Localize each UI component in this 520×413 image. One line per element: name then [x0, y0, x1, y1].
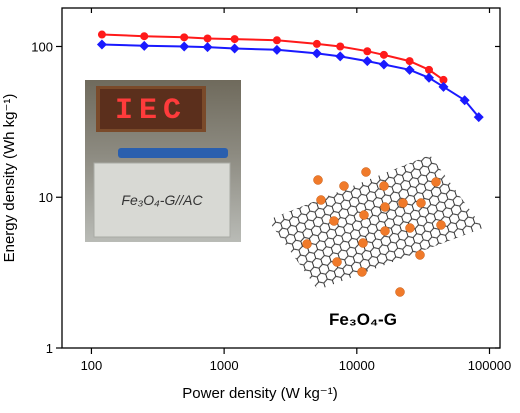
- marker: [96, 39, 107, 50]
- annotation: Fe₃O₄-G: [329, 310, 397, 329]
- marker: [202, 42, 213, 53]
- marker: [203, 34, 212, 43]
- plot-frame: [61, 7, 501, 349]
- marker: [272, 36, 281, 45]
- marker: [312, 39, 321, 48]
- y-tick-label: 10: [39, 190, 53, 205]
- y-tick-label: 100: [31, 39, 53, 54]
- cell-label: Fe₃O₄-G//AC: [121, 192, 203, 208]
- x-tick-label: 100000: [468, 358, 511, 373]
- series-line: [101, 33, 445, 81]
- marker: [362, 56, 373, 67]
- led-text: IEC: [115, 94, 187, 128]
- marker: [140, 32, 149, 41]
- marker: [424, 65, 433, 74]
- marker: [405, 57, 414, 66]
- marker: [180, 33, 189, 42]
- x-tick-label: 1000: [210, 358, 239, 373]
- marker: [379, 50, 388, 59]
- y-axis-title: Energy density (Wh kg⁻¹): [1, 94, 18, 263]
- marker: [271, 44, 282, 55]
- marker: [439, 75, 448, 84]
- graphene-illustration: [268, 155, 483, 297]
- marker: [473, 112, 484, 123]
- y-tick-label: 1: [46, 341, 53, 356]
- marker: [363, 47, 372, 56]
- inset-photo: IEC Fe₃O₄-G//AC: [85, 80, 241, 242]
- x-tick-label: 10000: [339, 358, 375, 373]
- marker: [423, 72, 434, 83]
- marker: [438, 81, 449, 92]
- marker: [230, 35, 239, 44]
- marker: [335, 51, 346, 62]
- marker: [139, 40, 150, 51]
- marker: [459, 95, 470, 106]
- marker: [311, 48, 322, 59]
- x-axis-title: Power density (W kg⁻¹): [182, 385, 337, 402]
- marker: [179, 41, 190, 52]
- marker: [404, 64, 415, 75]
- marker: [229, 43, 240, 54]
- marker: [336, 42, 345, 51]
- marker: [378, 59, 389, 70]
- marker: [97, 30, 106, 39]
- x-tick-label: 100: [81, 358, 103, 373]
